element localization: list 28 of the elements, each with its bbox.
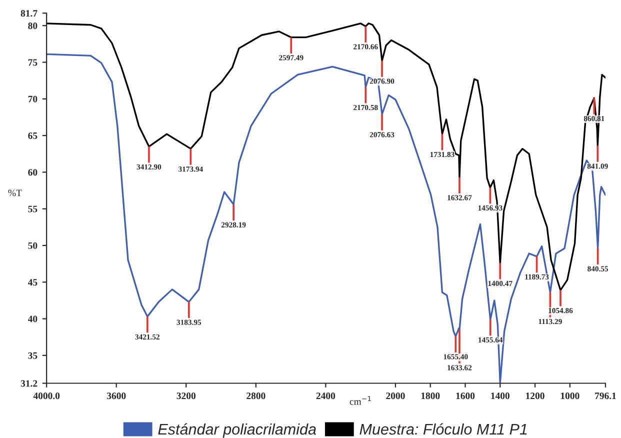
y-tick-label: 65: [28, 132, 38, 139]
x-tick-label: 3200: [176, 392, 196, 400]
y-tick-label: 75: [28, 59, 38, 66]
y-tick-label: 70: [28, 96, 38, 102]
y-axis-title: %T: [8, 190, 22, 196]
y-tick-label: 60: [28, 169, 38, 176]
y-tick-label: 50: [28, 242, 38, 249]
x-tick-label: 1400: [491, 392, 510, 400]
y-tick-label: 81.7: [20, 10, 38, 17]
y-tick-label: 35: [28, 352, 38, 359]
x-tick-label: 1000: [560, 392, 580, 400]
x-tick-label: 2400: [316, 392, 336, 400]
legend-label: Estándar poliacrilamida: [158, 423, 316, 438]
y-tick-label: 80: [28, 22, 38, 30]
y-tick-label: 45: [28, 279, 38, 286]
y-tick-label: 55: [28, 206, 38, 212]
x-tick-label: 2000: [386, 392, 405, 400]
x-tick-label: 1200: [526, 392, 544, 400]
x-tick-label: 1600: [456, 392, 475, 400]
x-tick-label: 1800: [421, 392, 440, 400]
y-tick-label: 31.2: [20, 380, 38, 387]
x-tick-label: 3600: [106, 392, 126, 400]
y-tick-label: 40: [28, 316, 38, 322]
x-axis-title: cm$^{−1}$: [350, 396, 371, 405]
legend-label: Muestra: Flóculo M11 P1: [360, 423, 527, 435]
x-tick-label: 796.1: [595, 392, 616, 400]
x-tick-label: 2800: [246, 392, 266, 400]
x-tick-label: 4000.0: [33, 392, 60, 400]
